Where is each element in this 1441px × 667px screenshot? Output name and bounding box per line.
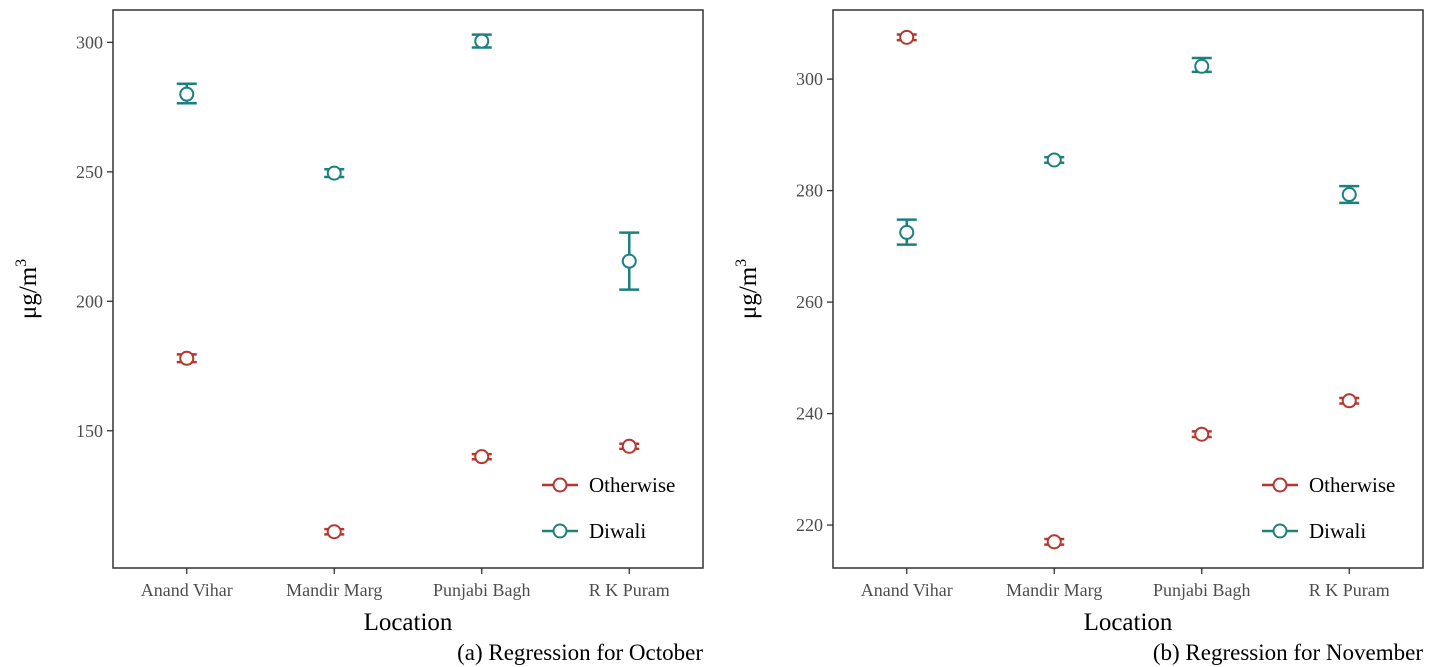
- chart-panel-b: 220 240 260 280 300 Anand Vihar Mandir Marg Pun…: [733, 9, 1424, 665]
- y-axis-title: μg/m3: [733, 259, 762, 319]
- legend-key-marker: [1272, 523, 1288, 539]
- y-axis-title-text: μg/m: [735, 266, 762, 319]
- plot-border: [112, 9, 704, 569]
- y-tick-label: 240: [796, 404, 823, 424]
- y-tick-label: 250: [76, 162, 103, 182]
- data-point: [474, 449, 490, 465]
- y-tick-label: 300: [796, 69, 823, 89]
- legend-label: Diwali: [1309, 519, 1366, 543]
- data-point: [1341, 393, 1357, 409]
- figure-caption: (b) Regression for November: [1153, 640, 1424, 665]
- legend-label: Otherwise: [589, 473, 675, 497]
- data-point: [474, 33, 490, 49]
- x-tick-label: R K Puram: [589, 580, 670, 600]
- chart-panel-a: 150 200 250 300 Anand Vihar Mandir Marg Punjab…: [13, 9, 704, 665]
- x-axis-title: Location: [364, 609, 453, 636]
- figure-caption: (a) Regression for October: [457, 640, 703, 665]
- y-tick-label: 150: [76, 421, 103, 441]
- y-tick-label: 260: [796, 292, 823, 312]
- x-tick-label: R K Puram: [1309, 580, 1390, 600]
- legend-label: Diwali: [589, 519, 646, 543]
- data-point: [621, 253, 637, 269]
- x-tick-label: Punjabi Bagh: [1153, 580, 1251, 600]
- y-tick-label: 300: [76, 32, 103, 52]
- data-point: [621, 438, 637, 454]
- data-point: [1194, 426, 1210, 442]
- data-point: [179, 350, 195, 366]
- legend-key-marker: [1272, 477, 1288, 493]
- data-point: [899, 224, 915, 240]
- y-axis-title-superscript: 3: [13, 259, 30, 267]
- y-tick-label: 220: [796, 515, 823, 535]
- legend-key-marker: [552, 477, 568, 493]
- y-tick-label: 280: [796, 181, 823, 201]
- legend-key-marker: [552, 523, 568, 539]
- legend-label: Otherwise: [1309, 473, 1395, 497]
- x-axis-title: Location: [1084, 609, 1173, 636]
- data-point: [1194, 58, 1210, 74]
- x-tick-label: Anand Vihar: [861, 580, 953, 600]
- data-point: [326, 524, 342, 540]
- x-tick-label: Anand Vihar: [141, 580, 233, 600]
- data-point: [1046, 534, 1062, 550]
- data-point: [1341, 187, 1357, 203]
- data-point: [179, 86, 195, 102]
- x-tick-label: Punjabi Bagh: [433, 580, 531, 600]
- plot-border: [832, 9, 1424, 569]
- data-point: [1046, 152, 1062, 168]
- y-axis-title: μg/m3: [13, 259, 42, 319]
- x-tick-label: Mandir Marg: [286, 580, 382, 600]
- data-point: [326, 165, 342, 181]
- x-tick-label: Mandir Marg: [1006, 580, 1102, 600]
- y-axis-title-superscript: 3: [733, 259, 750, 267]
- y-tick-label: 200: [76, 291, 103, 311]
- y-axis-title-text: μg/m: [15, 266, 42, 319]
- data-point: [899, 29, 915, 45]
